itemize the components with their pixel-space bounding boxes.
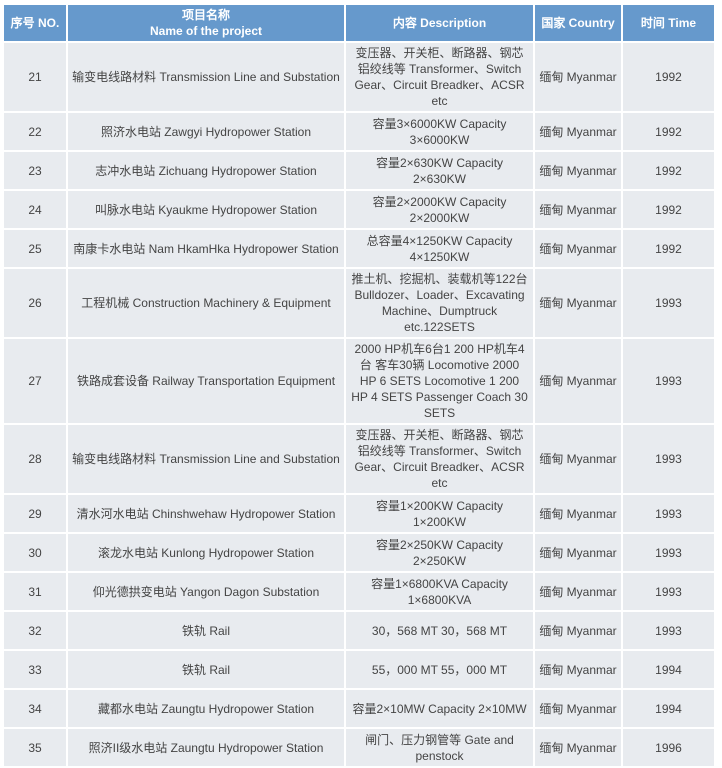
cell-time: 1993 [621,267,716,339]
table-row: 25 南康卡水电站 Nam HkamHka Hydropower Station 总… [2,228,716,269]
cell-name: 叫脉水电站 Kyaukme Hydropower Station [66,189,346,230]
cell-no: 31 [2,571,68,612]
cell-country: 缅甸 Myanmar [533,727,623,768]
table-row: 27 铁路成套设备 Railway Transportation Equipmen… [2,337,716,425]
cell-description: 闸门、压力钢管等 Gate and penstock [344,727,535,768]
cell-name: 清水河水电站 Chinshwehaw Hydropower Station [66,493,346,534]
table-row: 22 照济水电站 Zawgyi Hydropower Station 容量3×600… [2,111,716,152]
cell-country: 缅甸 Myanmar [533,610,623,651]
cell-time: 1993 [621,532,716,573]
cell-description: 推土机、挖掘机、装载机等122台 Bulldozer、Loader、Excava… [344,267,535,339]
table-row: 35 照济II级水电站 Zaungtu Hydropower Station 闸门、… [2,727,716,768]
cell-no: 27 [2,337,68,425]
cell-no: 35 [2,727,68,768]
cell-name: 铁轨 Rail [66,610,346,651]
cell-no: 26 [2,267,68,339]
cell-no: 34 [2,688,68,729]
cell-time: 1994 [621,649,716,690]
header-no: 序号 NO. [2,3,68,43]
cell-country: 缅甸 Myanmar [533,649,623,690]
cell-name: 照济水电站 Zawgyi Hydropower Station [66,111,346,152]
cell-country: 缅甸 Myanmar [533,337,623,425]
table-row: 29 清水河水电站 Chinshwehaw Hydropower Station 容… [2,493,716,534]
cell-country: 缅甸 Myanmar [533,228,623,269]
cell-description: 总容量4×1250KW Capacity 4×1250KW [344,228,535,269]
table-row: 34 藏都水电站 Zaungtu Hydropower Station 容量2×10… [2,688,716,729]
cell-country: 缅甸 Myanmar [533,150,623,191]
cell-description: 容量2×630KW Capacity 2×630KW [344,150,535,191]
header-name: 项目名称 Name of the project [66,3,346,43]
cell-time: 1992 [621,189,716,230]
cell-country: 缅甸 Myanmar [533,189,623,230]
cell-no: 23 [2,150,68,191]
cell-time: 1993 [621,423,716,495]
table-row: 33 铁轨 Rail 55，000 MT 55，000 MT 缅甸 Myanmar 19… [2,649,716,690]
table-row: 24 叫脉水电站 Kyaukme Hydropower Station 容量2×20… [2,189,716,230]
cell-no: 28 [2,423,68,495]
cell-name: 南康卡水电站 Nam HkamHka Hydropower Station [66,228,346,269]
cell-description: 30，568 MT 30，568 MT [344,610,535,651]
header-country: 国家 Country [533,3,623,43]
cell-name: 藏都水电站 Zaungtu Hydropower Station [66,688,346,729]
cell-name: 铁轨 Rail [66,649,346,690]
cell-name: 工程机械 Construction Machinery & Equipment [66,267,346,339]
header-time: 时间 Time [621,3,716,43]
cell-country: 缅甸 Myanmar [533,111,623,152]
cell-time: 1993 [621,337,716,425]
cell-no: 22 [2,111,68,152]
header-row: 序号 NO. 项目名称 Name of the project 内容 Descri… [2,3,716,43]
table-row: 30 滚龙水电站 Kunlong Hydropower Station 容量2×25… [2,532,716,573]
cell-name: 照济II级水电站 Zaungtu Hydropower Station [66,727,346,768]
cell-time: 1993 [621,571,716,612]
cell-description: 容量1×6800KVA Capacity 1×6800KVA [344,571,535,612]
cell-name: 仰光德拱变电站 Yangon Dagon Substation [66,571,346,612]
cell-description: 55，000 MT 55，000 MT [344,649,535,690]
cell-name: 滚龙水电站 Kunlong Hydropower Station [66,532,346,573]
cell-no: 29 [2,493,68,534]
cell-description: 2000 HP机车6台1 200 HP机车4台 客车30辆 Locomotive… [344,337,535,425]
header-name-cn: 项目名称 [181,8,230,22]
cell-time: 1996 [621,727,716,768]
cell-time: 1992 [621,150,716,191]
table-row: 26 工程机械 Construction Machinery & Equipmen… [2,267,716,339]
cell-description: 变压器、开关柜、断路器、钢芯铝绞线等 Transformer、Switch Ge… [344,423,535,495]
cell-time: 1992 [621,111,716,152]
cell-country: 缅甸 Myanmar [533,532,623,573]
table-row: 23 志冲水电站 Zichuang Hydropower Station 容量2×6… [2,150,716,191]
cell-description: 容量2×10MW Capacity 2×10MW [344,688,535,729]
header-name-en: Name of the project [149,24,263,38]
cell-country: 缅甸 Myanmar [533,493,623,534]
cell-name: 输变电线路材料 Transmission Line and Substation [66,423,346,495]
projects-table: 序号 NO. 项目名称 Name of the project 内容 Descri… [2,3,716,768]
cell-no: 30 [2,532,68,573]
cell-no: 21 [2,41,68,113]
cell-no: 24 [2,189,68,230]
cell-no: 33 [2,649,68,690]
cell-description: 容量3×6000KW Capacity 3×6000KW [344,111,535,152]
cell-name: 志冲水电站 Zichuang Hydropower Station [66,150,346,191]
cell-name: 输变电线路材料 Transmission Line and Substation [66,41,346,113]
cell-country: 缅甸 Myanmar [533,267,623,339]
cell-no: 32 [2,610,68,651]
cell-description: 容量2×250KW Capacity 2×250KW [344,532,535,573]
cell-country: 缅甸 Myanmar [533,41,623,113]
table-row: 31 仰光德拱变电站 Yangon Dagon Substation 容量1×680… [2,571,716,612]
cell-time: 1993 [621,610,716,651]
cell-description: 容量1×200KW Capacity 1×200KW [344,493,535,534]
table-row: 21 输变电线路材料 Transmission Line and Substati… [2,41,716,113]
table-row: 32 铁轨 Rail 30，568 MT 30，568 MT 缅甸 Myanmar 19… [2,610,716,651]
cell-time: 1992 [621,41,716,113]
cell-description: 容量2×2000KW Capacity 2×2000KW [344,189,535,230]
cell-description: 变压器、开关柜、断路器、钢芯铝绞线等 Transformer、Switch Ge… [344,41,535,113]
cell-country: 缅甸 Myanmar [533,571,623,612]
cell-no: 25 [2,228,68,269]
cell-time: 1993 [621,493,716,534]
cell-name: 铁路成套设备 Railway Transportation Equipment [66,337,346,425]
cell-time: 1994 [621,688,716,729]
cell-country: 缅甸 Myanmar [533,688,623,729]
table-row: 28 输变电线路材料 Transmission Line and Substati… [2,423,716,495]
cell-country: 缅甸 Myanmar [533,423,623,495]
cell-time: 1992 [621,228,716,269]
header-description: 内容 Description [344,3,535,43]
